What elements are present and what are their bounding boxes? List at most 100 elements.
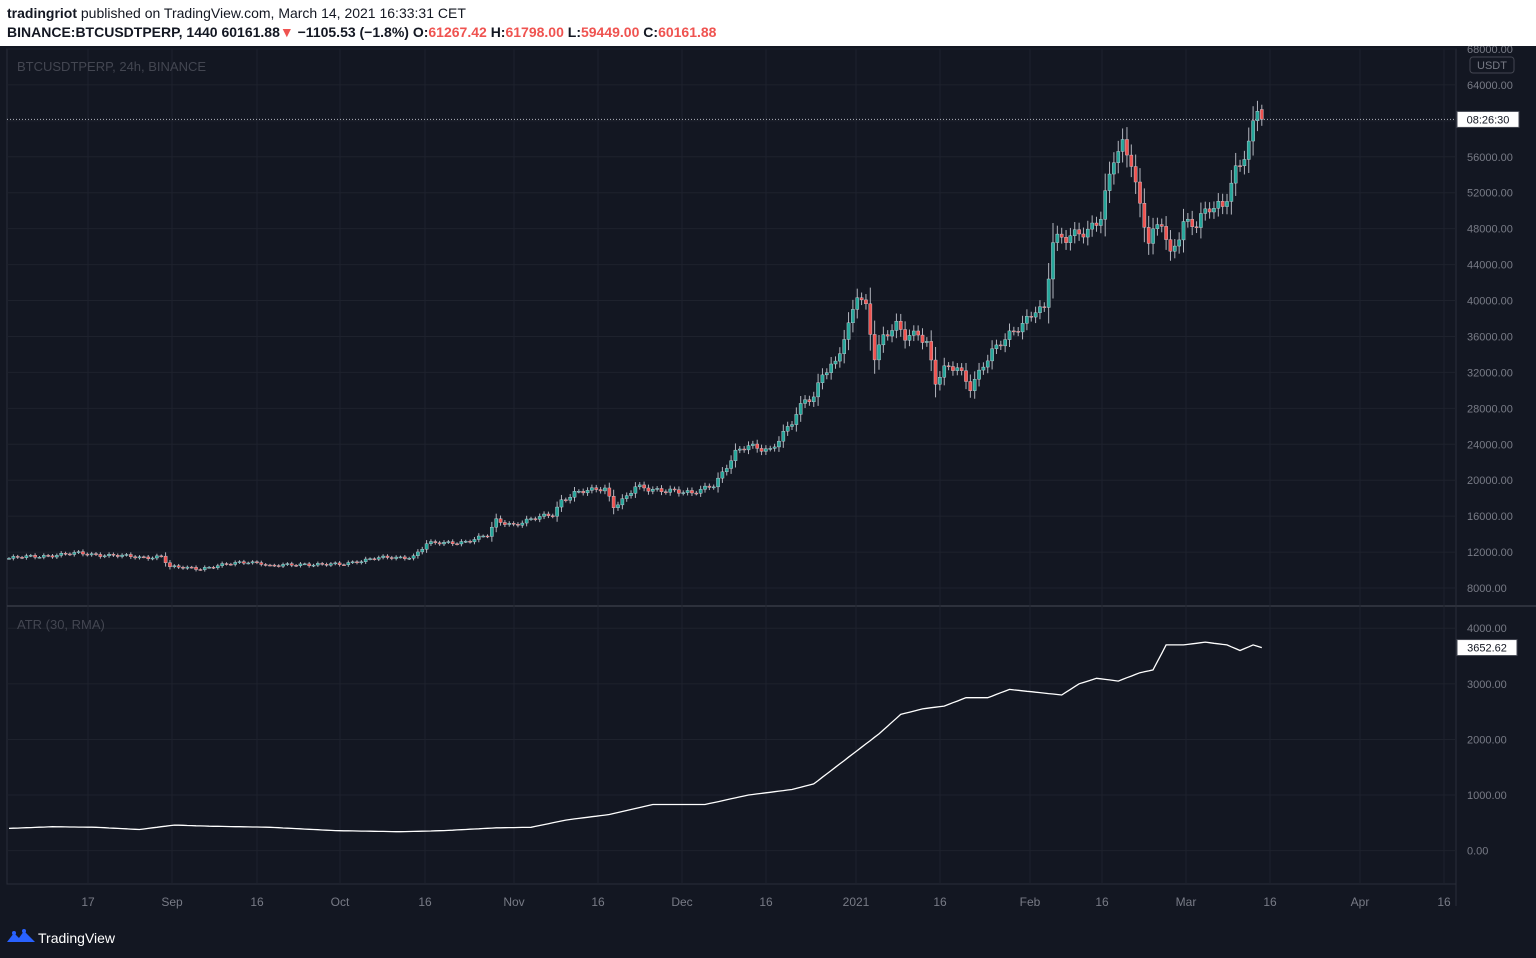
- candle-up: [416, 551, 420, 556]
- candle-up: [329, 563, 333, 566]
- price-tick-label: 40000.00: [1467, 296, 1513, 308]
- candle-down: [759, 448, 764, 452]
- candle-down: [1029, 316, 1034, 318]
- candle-up: [359, 561, 364, 564]
- candlestick-series: [7, 100, 1264, 572]
- candle-up: [407, 557, 412, 560]
- candle-up: [124, 554, 129, 556]
- candle-up: [724, 468, 729, 473]
- candle-down: [1259, 109, 1264, 120]
- candle-up: [102, 555, 107, 558]
- candle-up: [246, 562, 251, 565]
- candle-down: [168, 562, 172, 567]
- candle-up: [994, 344, 999, 349]
- currency-badge[interactable]: USDT: [1469, 56, 1515, 74]
- price-change: −1105.53 (−1.8%): [297, 24, 409, 40]
- candle-up: [24, 555, 29, 558]
- atr-pane-legend: ATR (30, RMA): [17, 617, 105, 632]
- countdown-badge[interactable]: [1456, 110, 1520, 128]
- ohlc-summary: BINANCE:BTCUSDTPERP, 1440 60161.88▼ −110…: [7, 24, 716, 40]
- time-tick-label: Oct: [331, 895, 350, 909]
- candle-up: [698, 489, 703, 494]
- candle-down: [111, 553, 116, 556]
- author-name[interactable]: tradingriot: [7, 5, 77, 21]
- candle-up: [303, 563, 307, 566]
- candle-down: [677, 489, 681, 494]
- candle-down: [485, 535, 490, 538]
- time-axis[interactable]: 17 Sep 16 Oct 16 Nov 16 Dec 16 2021 16 Feb 16 Mar 16 Ap…: [81, 895, 1451, 909]
- candle-down: [546, 513, 551, 516]
- candle-up: [459, 541, 464, 545]
- candle-up: [394, 556, 398, 559]
- candle-down: [1133, 166, 1138, 183]
- candle-down: [1220, 201, 1225, 207]
- candle-down: [533, 518, 538, 520]
- candle-up: [350, 561, 355, 564]
- candle-up: [72, 552, 77, 555]
- currency-label: USDT: [1477, 60, 1507, 72]
- candle-down: [611, 495, 616, 508]
- candle-down: [189, 566, 194, 569]
- candle-up: [1020, 323, 1025, 333]
- high-value: 61798.00: [505, 24, 564, 40]
- candle-down: [1059, 233, 1064, 238]
- candle-up: [620, 498, 625, 506]
- candle-up: [629, 493, 633, 496]
- candle-down: [1081, 233, 1086, 238]
- candle-down: [929, 341, 933, 361]
- candle-down: [146, 556, 151, 559]
- candle-down: [468, 541, 472, 543]
- candle-up: [281, 564, 285, 567]
- candle-down: [1016, 331, 1020, 333]
- tradingview-brand[interactable]: TradingView: [38, 930, 116, 946]
- atr-tick-label: 0.00: [1467, 846, 1488, 858]
- candle-up: [1007, 330, 1012, 340]
- candle-up: [681, 492, 686, 494]
- candle-up: [668, 488, 672, 493]
- candle-down: [755, 443, 759, 449]
- candle-down: [272, 564, 277, 567]
- chart-canvas[interactable]: 3652.62 8000.00 12000.00 16000.00 20000.00 2…: [0, 46, 1536, 918]
- candle-up: [1251, 120, 1255, 142]
- candle-up: [490, 526, 494, 537]
- time-tick-label: Feb: [1020, 895, 1041, 909]
- candle-up: [472, 539, 477, 543]
- low-label: L:: [567, 24, 581, 40]
- candle-up: [1046, 278, 1051, 308]
- candle-down: [1042, 306, 1047, 308]
- candle-up: [1181, 221, 1186, 241]
- candle-up: [572, 491, 577, 498]
- candle-up: [477, 535, 481, 540]
- candle-down: [898, 320, 903, 330]
- candle-down: [337, 562, 342, 565]
- time-tick-label: Sep: [161, 895, 183, 909]
- price-tick-label: 12000.00: [1467, 547, 1513, 559]
- candle-up: [137, 556, 142, 559]
- candle-down: [94, 553, 98, 555]
- candle-up: [207, 567, 211, 569]
- candle-up: [107, 553, 111, 557]
- candle-down: [511, 523, 516, 525]
- time-tick-label: Dec: [671, 895, 692, 909]
- time-tick-label: 16: [1437, 895, 1451, 909]
- candle-up: [637, 484, 642, 488]
- candle-down: [433, 541, 438, 543]
- candle-up: [894, 320, 899, 331]
- open-label: O:: [412, 24, 429, 40]
- candle-down: [903, 329, 907, 341]
- candle-up: [720, 471, 725, 479]
- time-tick-label: 17: [81, 895, 95, 909]
- candle-down: [807, 399, 812, 403]
- candle-down: [946, 365, 951, 368]
- tradingview-logo-icon[interactable]: [7, 928, 35, 946]
- candle-up: [772, 446, 777, 449]
- candle-up: [411, 555, 416, 559]
- candle-down: [868, 303, 873, 335]
- candle-down: [20, 557, 24, 559]
- candle-down: [229, 563, 233, 566]
- candle-up: [555, 506, 559, 517]
- candle-down: [437, 542, 442, 545]
- candle-up: [733, 449, 738, 461]
- candle-up: [881, 334, 886, 346]
- candle-up: [42, 555, 46, 558]
